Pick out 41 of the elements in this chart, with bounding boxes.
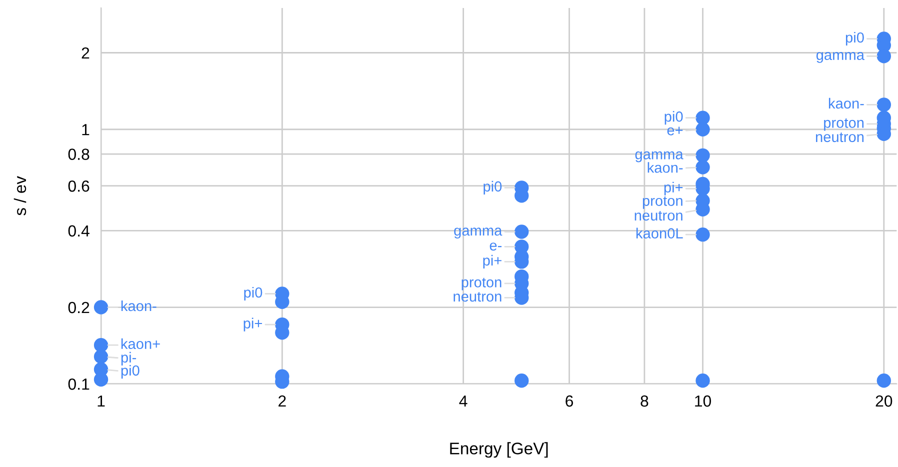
y-tick-label: 2 <box>82 47 90 59</box>
annotation: neutron <box>454 292 502 302</box>
x-tick-label: 1 <box>98 396 105 407</box>
annotation: e+ <box>667 126 683 136</box>
annotation: kaon- <box>121 300 156 312</box>
x-tick-label: 2 <box>278 395 286 407</box>
y-tick-label: 0.8 <box>68 148 90 160</box>
annotation: proton <box>462 278 502 290</box>
y-tick-label: 1 <box>82 124 90 136</box>
y-tick-label: 0.2 <box>68 302 90 314</box>
y-tick-label: 0.1 <box>68 378 90 390</box>
annotation: pi0 <box>244 286 262 301</box>
x-tick-label: 6 <box>566 395 574 407</box>
x-tick-label: 10 <box>695 395 712 407</box>
y-axis-title: s / ev <box>14 176 26 216</box>
annotation: neutron <box>634 211 682 221</box>
annotation: gamma <box>635 151 684 162</box>
annotation: gamma <box>454 228 502 239</box>
x-tick-label: 4 <box>459 396 468 407</box>
annotation: pi0 <box>484 180 502 194</box>
annotation: pi0 <box>121 364 140 379</box>
annotation: pi- <box>121 352 136 366</box>
annotation: pi+ <box>244 318 262 332</box>
annotation: proton <box>642 196 682 209</box>
x-axis-title: Energy [GeV] <box>450 442 548 458</box>
annotation: pi0 <box>846 32 864 46</box>
annotation: kaon0L <box>636 228 683 238</box>
annotation: e- <box>490 242 502 251</box>
annotation: pi0 <box>664 111 683 125</box>
annotation: kaon- <box>828 98 864 109</box>
annotation: proton <box>824 118 864 131</box>
annotation: neutron <box>816 132 864 142</box>
y-tick-label: 0.6 <box>68 180 90 192</box>
x-tick-label: 20 <box>876 395 892 407</box>
annotation: gamma <box>816 52 864 63</box>
x-tick-label: 8 <box>640 395 648 407</box>
annotation: kaon- <box>648 162 683 173</box>
annotation: kaon+ <box>121 338 160 350</box>
y-tick-label: 0.4 <box>68 225 90 237</box>
annotation: pi+ <box>483 254 502 269</box>
annotation: pi+ <box>664 182 683 196</box>
